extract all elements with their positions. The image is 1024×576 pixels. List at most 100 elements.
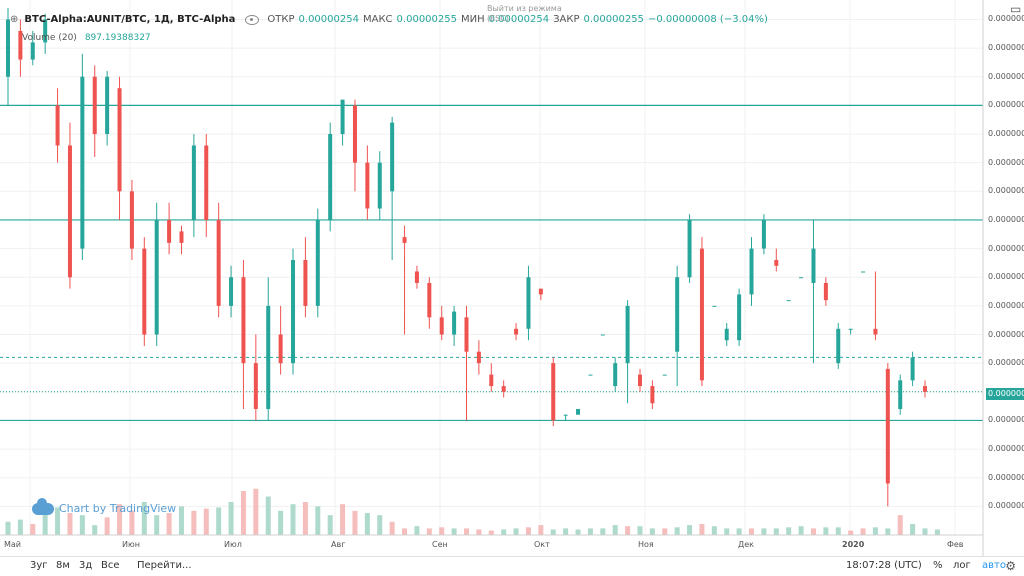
candle-body	[439, 317, 444, 335]
volume-bar	[240, 491, 246, 535]
volume-bar	[600, 528, 606, 535]
log-toggle[interactable]: лог	[953, 560, 971, 571]
replay-hint[interactable]: Выйти из режима (ESC)	[487, 4, 562, 24]
low-value: 0.00000254	[488, 14, 550, 25]
volume-bar	[67, 513, 73, 535]
candle-body	[873, 328, 878, 335]
volume-bar	[922, 528, 928, 535]
candle-body	[291, 260, 296, 364]
volume-bar	[674, 527, 680, 535]
range-all-button[interactable]: Все	[101, 560, 120, 571]
candle-body	[167, 219, 172, 243]
price-tick-label: 0.00000045	[988, 272, 1024, 282]
visibility-eye-icon[interactable]	[245, 14, 260, 25]
minimize-icon[interactable]: ▭	[1010, 2, 1022, 16]
time-tick-label: Дек	[738, 540, 755, 549]
volume-bar	[501, 529, 507, 535]
volume-bar	[538, 525, 544, 535]
price-tick-label: 0.00000080	[988, 71, 1024, 81]
volume-bar	[823, 527, 829, 535]
open-label: ОТКР	[267, 14, 295, 25]
volume-bar	[364, 513, 370, 535]
volume-bar	[315, 506, 321, 535]
candle-body	[117, 88, 122, 192]
time-tick-label: Май	[4, 540, 22, 549]
price-tick-label: 0.00000050	[988, 243, 1024, 253]
time-tick-label: Сен	[432, 540, 448, 549]
volume-bar	[129, 510, 135, 535]
candle-body	[600, 334, 605, 336]
time-tick-label: Ноя	[638, 540, 654, 549]
time-tick-label: 2020	[842, 540, 865, 549]
bottom-toolbar: 3уг 8м 3д Все Перейти... 18:07:28 (UTC) …	[0, 556, 1024, 576]
candle-body	[823, 282, 828, 301]
auto-toggle[interactable]: авто	[982, 560, 1006, 571]
volume-bar	[104, 517, 110, 535]
high-value: 0.00000255	[396, 14, 457, 25]
candle-body	[365, 162, 370, 209]
compare-icon[interactable]: ⊕	[10, 14, 19, 25]
percent-toggle[interactable]: %	[933, 560, 943, 571]
change-value: −0.00000008 (−3.04%)	[647, 14, 768, 25]
volume-legend: Volume (20) 897.19388327	[22, 33, 151, 43]
volume-bar	[42, 510, 48, 535]
candle-body	[229, 277, 234, 306]
volume-bar	[525, 527, 531, 535]
volume-bar	[340, 504, 346, 535]
clock-time[interactable]: 18:07:28 (UTC)	[846, 560, 922, 571]
volume-bar	[178, 506, 184, 535]
volume-bar	[786, 527, 792, 535]
tradingview-watermark[interactable]: Chart by TradingView	[32, 497, 176, 515]
volume-bar	[563, 528, 569, 535]
volume-bar	[290, 504, 296, 535]
candle-body	[749, 248, 754, 295]
candle-body	[476, 351, 481, 364]
current-price-label: 0.00000025	[986, 388, 1024, 400]
candle-body	[799, 277, 804, 279]
candle-body	[923, 386, 927, 392]
candle-body	[675, 277, 680, 352]
volume-bar	[699, 524, 705, 535]
volume-bar	[451, 528, 457, 535]
candle-body	[55, 105, 60, 146]
price-tick-label: 0.00000065	[988, 157, 1024, 167]
volume-bar	[302, 502, 308, 535]
price-tick-label: 0.00000015	[988, 444, 1024, 454]
goto-date-button[interactable]: Перейти...	[137, 560, 192, 571]
volume-bar	[154, 515, 160, 535]
volume-bar	[203, 508, 209, 535]
volume-bar	[253, 488, 259, 535]
volume-bar	[92, 525, 98, 535]
settings-gear-icon[interactable]: ⚙	[1005, 559, 1016, 573]
range-3d-button[interactable]: 3д	[79, 560, 93, 571]
low-label: МИН	[461, 14, 485, 25]
volume-bar	[711, 526, 717, 535]
volume-bar	[414, 526, 420, 535]
price-chart[interactable]	[0, 0, 1024, 556]
volume-bar	[30, 524, 36, 535]
candle-body	[414, 271, 419, 283]
candle-body	[489, 374, 494, 387]
candle-body	[551, 363, 556, 421]
volume-bar	[575, 529, 581, 535]
candle-body	[464, 317, 469, 352]
range-8m-button[interactable]: 8м	[56, 560, 70, 571]
volume-label[interactable]: Volume (20)	[22, 33, 77, 43]
candle-body	[687, 219, 692, 278]
candle-body	[613, 363, 618, 387]
time-tick-label: Июн	[122, 540, 140, 549]
candle-body	[266, 305, 271, 409]
candle-body	[241, 277, 246, 364]
volume-bar	[587, 528, 593, 535]
candle-body	[786, 300, 791, 302]
volume-bar	[191, 510, 197, 535]
candle-body	[377, 162, 382, 209]
symbol-legend: ⊕ BTC-Alpha:AUNIT/BTC, 1Д, BTC-Alpha ОТК…	[10, 14, 768, 25]
symbol-name[interactable]: BTC-Alpha:AUNIT/BTC, 1Д, BTC-Alpha	[24, 14, 236, 25]
range-3y-button[interactable]: 3уг	[30, 560, 48, 571]
candle-body	[724, 328, 729, 341]
candle-body	[340, 99, 345, 135]
volume-bar	[476, 529, 482, 535]
candle-body	[910, 357, 915, 381]
